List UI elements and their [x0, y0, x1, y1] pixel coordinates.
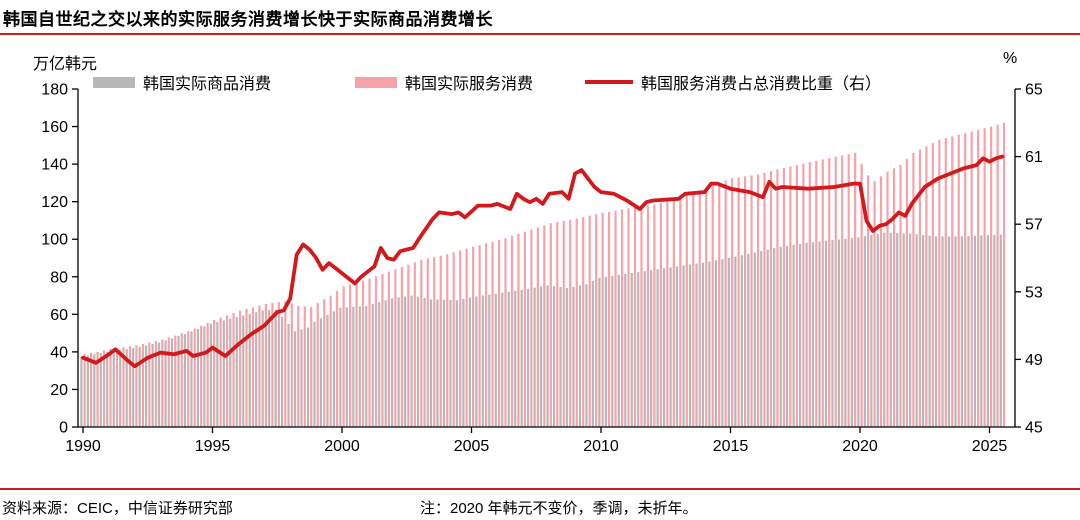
svg-text:1990: 1990 — [65, 438, 101, 455]
svg-text:60: 60 — [50, 307, 68, 324]
svg-text:80: 80 — [50, 269, 68, 286]
services-bars — [83, 122, 1006, 428]
footer-rule — [0, 488, 1080, 490]
svg-text:40: 40 — [50, 344, 68, 361]
left-axis-unit-label: 万亿韩元 — [33, 56, 98, 73]
svg-text:180: 180 — [41, 82, 68, 99]
source-note: 资料来源：CEIC，中信证券研究部 — [2, 500, 233, 517]
svg-text:100: 100 — [41, 232, 68, 249]
svg-text:120: 120 — [41, 194, 68, 211]
footer: 资料来源：CEIC，中信证券研究部 注：2020 年韩元不变价，季调，未折年。 — [0, 495, 1080, 519]
svg-text:2005: 2005 — [454, 438, 490, 455]
axes — [72, 88, 1021, 433]
share-line — [81, 154, 1005, 369]
svg-text:2025: 2025 — [972, 438, 1008, 455]
svg-text:53: 53 — [1025, 284, 1043, 301]
axis-labels: 0 20 40 60 80 100 120 140 160 180 45 49 53 57 61 65 1990… — [41, 82, 1043, 456]
svg-text:2010: 2010 — [583, 438, 619, 455]
legend-label-services: 韩国实际服务消费 — [405, 76, 534, 93]
svg-text:1995: 1995 — [195, 438, 231, 455]
legend-label-goods: 韩国实际商品消费 — [143, 76, 272, 93]
goods-swatch — [93, 76, 135, 88]
svg-text:57: 57 — [1025, 217, 1043, 234]
legend-item-share-line: 韩国服务消费占总消费比重（右） — [585, 70, 881, 94]
svg-text:140: 140 — [41, 157, 68, 174]
svg-text:2015: 2015 — [713, 438, 749, 455]
share-line-swatch — [585, 80, 634, 84]
legend: 韩国实际商品消费 韩国实际服务消费 韩国服务消费占总消费比重（右） — [93, 70, 881, 94]
right-axis-unit-label: % — [1003, 50, 1018, 67]
legend-item-goods: 韩国实际商品消费 — [93, 70, 271, 94]
method-note: 注：2020 年韩元不变价，季调，未折年。 — [420, 500, 698, 517]
svg-text:2020: 2020 — [842, 438, 878, 455]
svg-text:160: 160 — [41, 119, 68, 136]
svg-text:2000: 2000 — [324, 438, 360, 455]
svg-text:49: 49 — [1025, 352, 1043, 369]
title-underline — [0, 33, 1080, 35]
chart-title: 韩国自世纪之交以来的实际服务消费增长快于实际商品消费增长 — [3, 10, 493, 29]
svg-text:0: 0 — [59, 420, 68, 437]
svg-text:45: 45 — [1025, 420, 1043, 437]
svg-text:61: 61 — [1025, 149, 1043, 166]
legend-label-share-line: 韩国服务消费占总消费比重（右） — [641, 76, 882, 93]
svg-text:20: 20 — [50, 382, 68, 399]
svg-text:65: 65 — [1025, 82, 1043, 99]
legend-item-services: 韩国实际服务消费 — [355, 70, 533, 94]
goods-bars — [80, 232, 1002, 427]
services-swatch — [355, 76, 398, 88]
